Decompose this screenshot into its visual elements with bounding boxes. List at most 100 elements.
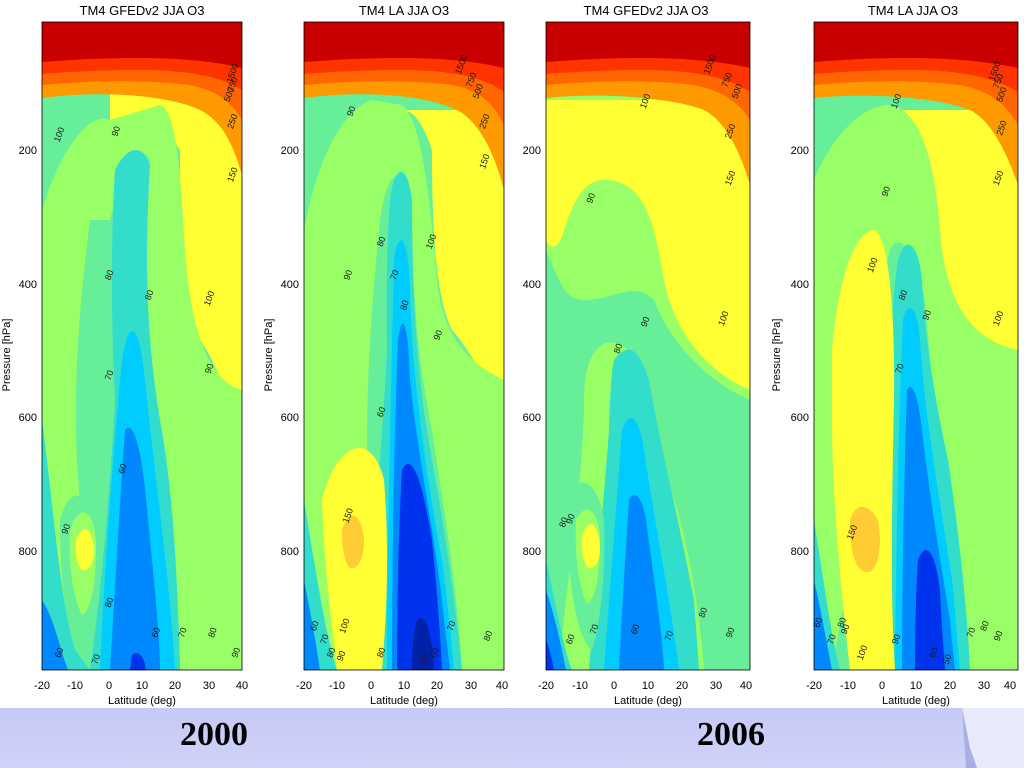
contour-label: 90 xyxy=(839,623,852,636)
contour-label: 500 xyxy=(222,86,237,104)
contour-label: 150 xyxy=(341,507,356,525)
y-tick-label: 200 xyxy=(791,145,809,157)
contour-band-deep-blue xyxy=(397,463,442,670)
contour-band-orange-west xyxy=(850,506,880,573)
contour-band-yellow xyxy=(402,110,504,410)
x-tick-label: -10 xyxy=(840,680,856,692)
y-tick-label: 800 xyxy=(281,546,299,558)
contour-label: 90 xyxy=(920,309,933,322)
year-label-right: 2006 xyxy=(697,716,765,753)
x-tick-label: -20 xyxy=(34,680,50,692)
contour-label: 90 xyxy=(335,649,348,662)
x-tick-label: 10 xyxy=(136,680,148,692)
x-tick-label: -10 xyxy=(572,680,588,692)
chart-title: TM4 GFEDv2 JJA O3 xyxy=(80,3,205,18)
contour-label: 150 xyxy=(477,153,492,171)
page-curl-shape xyxy=(962,708,1024,768)
plot-area xyxy=(41,21,243,671)
contour-band-orange-west xyxy=(342,515,364,569)
contour-label: 70 xyxy=(388,269,401,282)
x-tick-label: 10 xyxy=(910,680,922,692)
y-tick-label: 400 xyxy=(791,279,809,291)
contour-label: 70 xyxy=(176,626,189,639)
contour-label: 60 xyxy=(812,616,825,629)
plot-frame xyxy=(41,21,243,671)
contour-band-yellow xyxy=(546,100,750,390)
y-tick-label: 400 xyxy=(281,279,299,291)
x-tick-label: 30 xyxy=(203,680,215,692)
contour-label: 100 xyxy=(855,644,870,662)
x-tick-label: 40 xyxy=(496,680,508,692)
chart-svg-2: TM4 LA JJA O3 200 400 600 800 Pressure [… xyxy=(263,3,508,707)
contour-band-red xyxy=(814,50,1018,92)
contour-band-dark-red xyxy=(814,22,1018,68)
x-tick-label: -20 xyxy=(296,680,312,692)
y-tick-label: 400 xyxy=(19,279,37,291)
contour-band-dark-red xyxy=(42,22,242,68)
contour-label: 80 xyxy=(697,606,710,619)
plot-frame xyxy=(545,21,751,671)
x-tick-label: -20 xyxy=(806,680,822,692)
contour-label: 80 xyxy=(835,616,848,629)
x-tick-label: 20 xyxy=(944,680,956,692)
x-axis-label: Latitude (deg) xyxy=(108,695,176,707)
contour-label: 100 xyxy=(889,92,904,110)
contour-label: 100 xyxy=(865,256,880,274)
contour-label: 90 xyxy=(203,362,216,375)
contour-label: 70 xyxy=(663,629,676,642)
contour-label: 90 xyxy=(229,646,242,659)
contour-band-blue-west xyxy=(304,580,320,670)
year-label-left: 2000 xyxy=(180,716,248,753)
contour-label: 80 xyxy=(103,596,116,609)
y-tick-label: 800 xyxy=(19,546,37,558)
contour-band-orange xyxy=(304,72,504,190)
contour-band-red xyxy=(546,50,750,92)
y-tick-label: 800 xyxy=(791,546,809,558)
contour-band-blue xyxy=(110,427,160,670)
y-tick-label: 600 xyxy=(791,412,809,424)
contour-band-dark-red xyxy=(546,22,750,68)
contour-label: 150 xyxy=(991,169,1006,187)
contour-label: 100 xyxy=(52,126,67,144)
contour-label: 90 xyxy=(341,269,354,282)
contour-band-yellow-west xyxy=(832,230,895,670)
contour-band-orange xyxy=(42,72,242,175)
x-tick-label: 30 xyxy=(978,680,990,692)
x-tick-label: 0 xyxy=(879,680,885,692)
contour-label: 80 xyxy=(325,646,338,659)
contour-band-blue-west xyxy=(546,590,566,670)
x-tick-label: 0 xyxy=(368,680,374,692)
contour-band-red xyxy=(304,50,504,92)
contour-label: 80 xyxy=(103,269,116,282)
x-tick-label: 40 xyxy=(740,680,752,692)
contour-label: 70 xyxy=(825,633,838,646)
contour-label: 150 xyxy=(723,169,738,187)
contour-label: 60 xyxy=(308,619,321,632)
chart-panel-2: TM4 LA JJA O3 200 400 600 800 Pressure [… xyxy=(262,0,510,712)
contour-label: 60 xyxy=(375,406,388,419)
contour-label: 90 xyxy=(724,626,737,639)
x-tick-label: -10 xyxy=(329,680,345,692)
contour-band-yellow xyxy=(890,110,1018,360)
plot-area xyxy=(545,21,751,671)
x-axis-label: Latitude (deg) xyxy=(370,695,438,707)
y-axis: 200 400 600 800 Pressure [hPa] xyxy=(1,145,37,558)
contour-label: 70 xyxy=(588,623,601,636)
y-tick-label: 200 xyxy=(19,145,37,157)
x-tick-label: 30 xyxy=(465,680,477,692)
x-axis: -20 -10 0 10 20 30 40 Latitude (deg) xyxy=(538,680,752,707)
y-tick-label: 400 xyxy=(523,279,541,291)
x-axis-label: Latitude (deg) xyxy=(614,695,682,707)
x-tick-label: 0 xyxy=(611,680,617,692)
contour-label: 80 xyxy=(398,299,411,312)
x-tick-label: 0 xyxy=(106,680,112,692)
x-axis-label: Latitude (deg) xyxy=(882,695,950,707)
contour-label: 70 xyxy=(103,369,116,382)
y-tick-label: 600 xyxy=(281,412,299,424)
contour-band-blue-west xyxy=(814,580,832,670)
x-tick-label: 40 xyxy=(1004,680,1016,692)
contour-band-blue xyxy=(619,495,664,670)
y-tick-label: 600 xyxy=(19,412,37,424)
